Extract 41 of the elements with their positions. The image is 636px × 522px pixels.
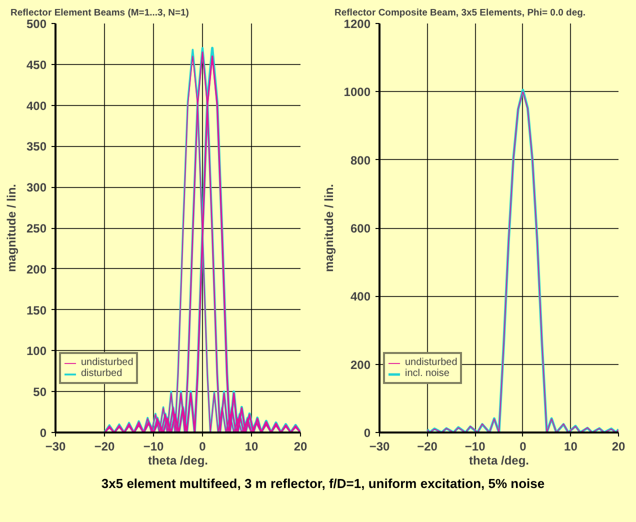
y-tick-label: 50 [33, 385, 47, 400]
x-tick-label: 0 [520, 440, 527, 454]
y-tick-label: 150 [26, 303, 47, 318]
x-tick-label: −10 [464, 440, 486, 454]
legend-label: disturbed [81, 368, 122, 379]
legend-label: undisturbed [81, 357, 134, 368]
x-tick-label: 20 [294, 440, 308, 454]
y-tick-label: 450 [26, 58, 47, 72]
x-tick-label: −10 [143, 440, 164, 454]
y-tick-label: 600 [350, 222, 371, 236]
y-axis-title: magnitude / lin. [4, 184, 18, 272]
x-tick-label: 10 [244, 440, 258, 454]
y-tick-label: 400 [26, 98, 47, 113]
y-tick-label: 800 [350, 153, 371, 168]
y-tick-label: 200 [350, 358, 371, 372]
x-tick-label: −20 [417, 440, 438, 454]
y-tick-label: 200 [26, 262, 47, 276]
y-tick-label: 0 [40, 426, 47, 440]
y-tick-label: 500 [26, 17, 47, 31]
y-tick-label: 100 [26, 344, 47, 358]
text: 3x5 element multifeed, 3 m reflector, f/D=1, uniform excitation, 5% noise [101, 475, 545, 493]
x-tick-label: −30 [45, 440, 66, 454]
x-tick-label: 10 [564, 440, 578, 454]
y-tick-label: 250 [26, 222, 47, 236]
legend-label: incl. noise [405, 368, 450, 379]
y-tick-label: 1200 [344, 17, 371, 31]
chart-title: Reflector Element Beams (M=1...3, N=1) [10, 8, 189, 18]
y-tick-label: 400 [350, 290, 371, 304]
x-axis-title: theta /deg. [148, 454, 208, 468]
y-tick-label: 1000 [344, 85, 371, 100]
x-tick-label: 0 [199, 440, 206, 454]
legend-label: undisturbed [405, 357, 458, 368]
y-tick-label: 0 [364, 426, 371, 440]
chart-title: Reflector Composite Beam, 3x5 Elements, Phi= 0.0 deg. [334, 8, 586, 18]
y-axis-title: magnitude / lin. [322, 184, 336, 272]
y-tick-label: 350 [26, 140, 47, 154]
x-tick-label: −20 [94, 440, 116, 454]
x-axis-title: theta /deg. [468, 454, 530, 468]
x-tick-label: −30 [369, 440, 390, 454]
y-tick-label: 300 [26, 180, 47, 195]
x-tick-label: 20 [612, 440, 626, 454]
